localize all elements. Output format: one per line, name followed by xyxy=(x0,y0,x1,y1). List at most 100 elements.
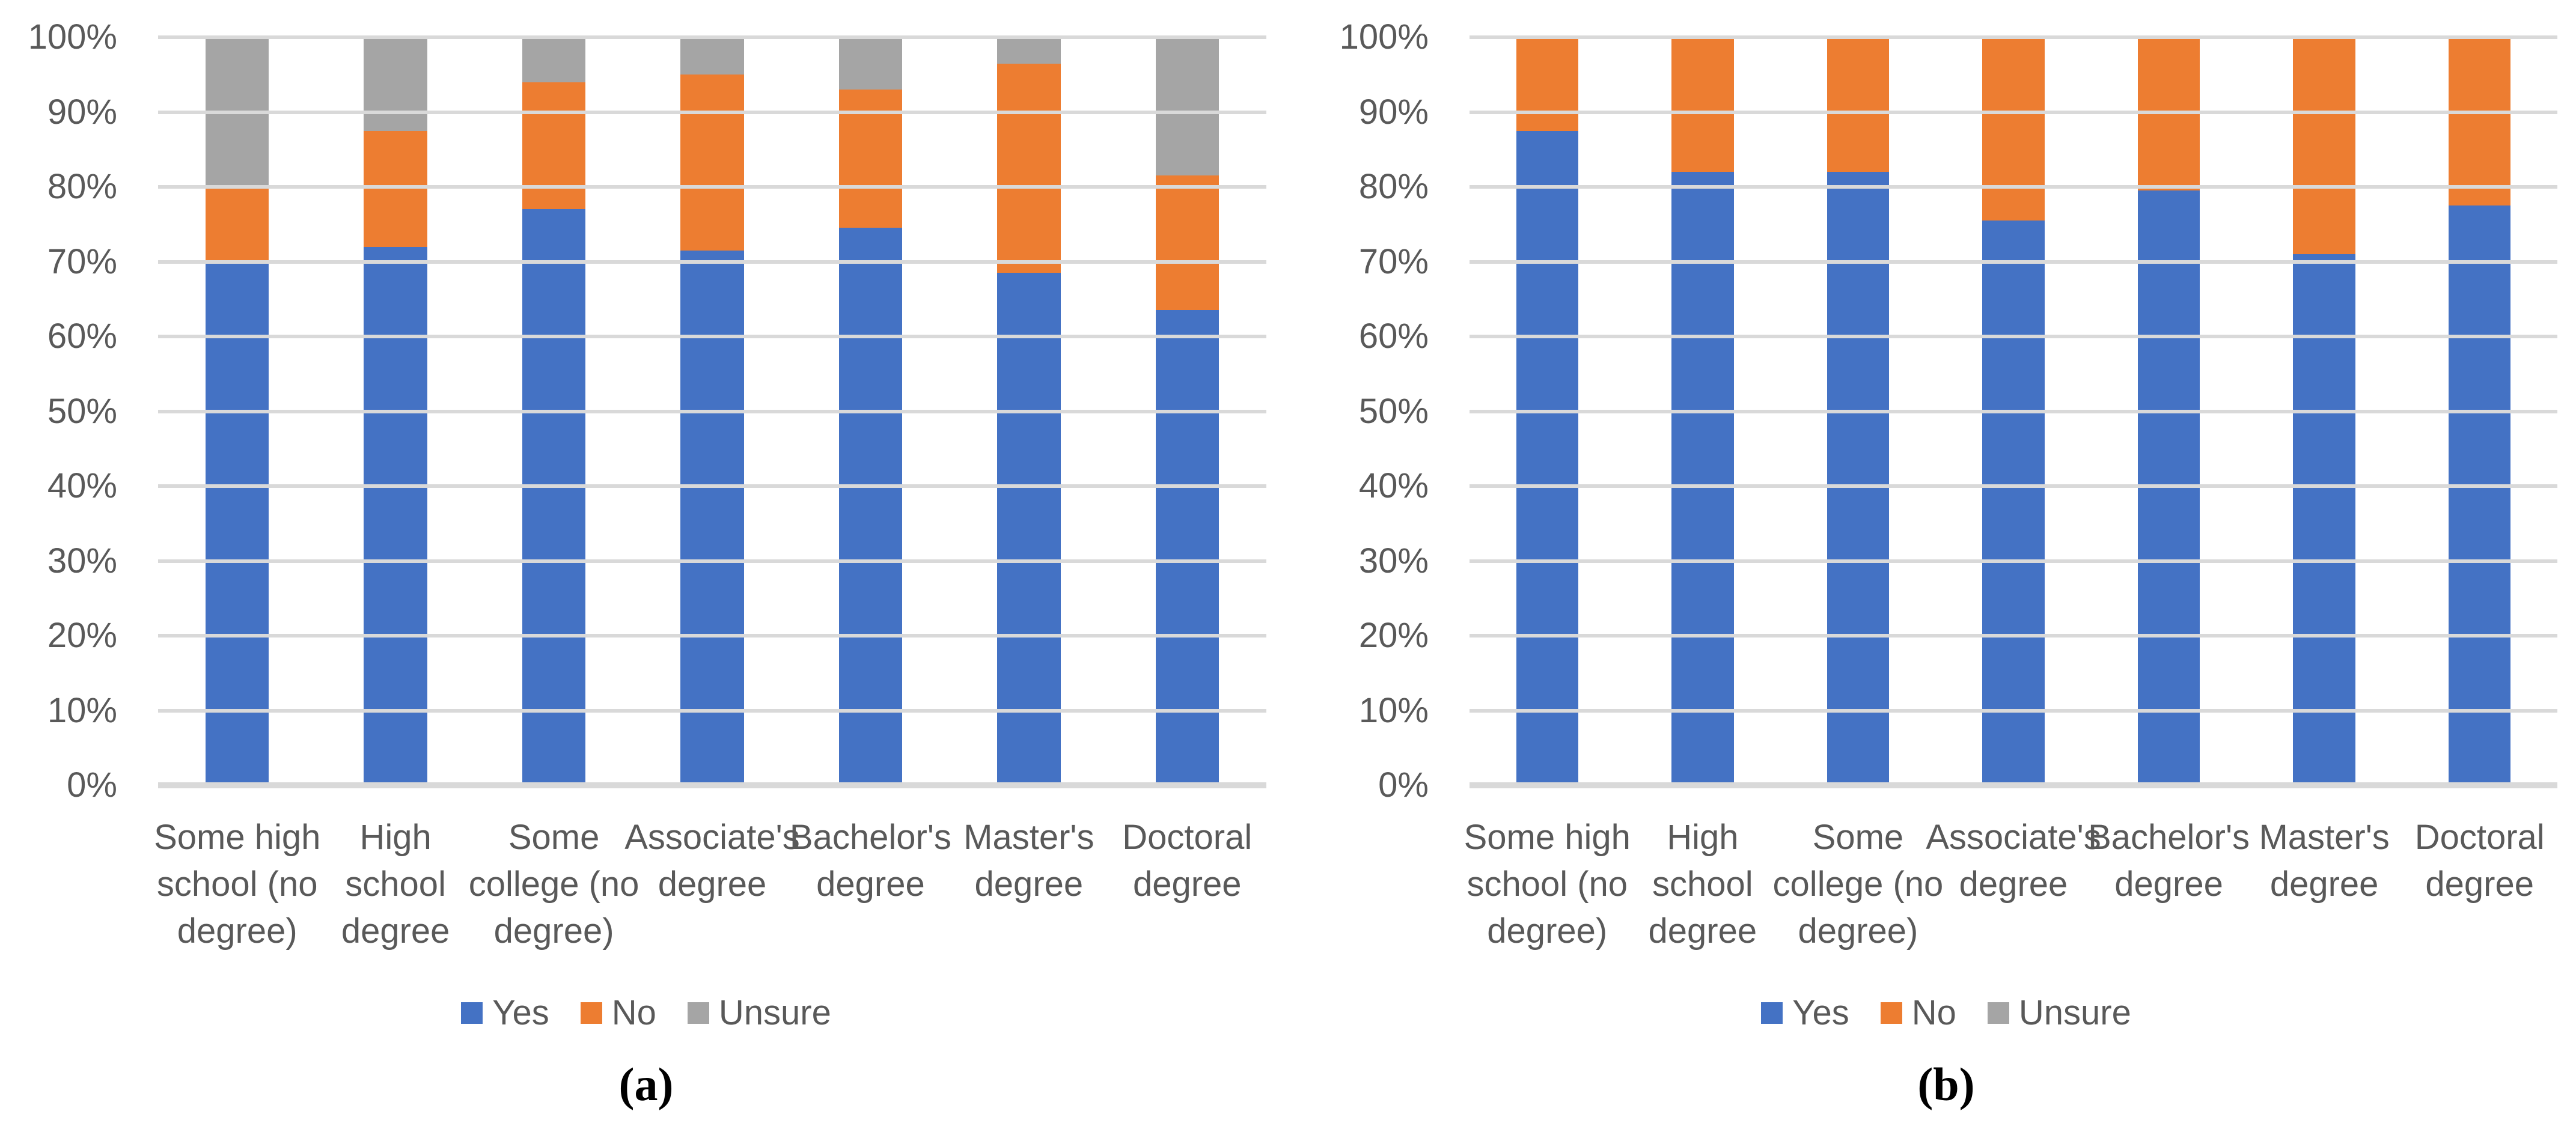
gridline xyxy=(1470,634,2557,638)
gridline xyxy=(1470,260,2557,264)
bar-segment-no xyxy=(1516,37,1578,131)
bar-segment-no xyxy=(1982,37,2045,221)
gridline xyxy=(158,559,1266,563)
gridline xyxy=(1470,35,2557,39)
legend-label: No xyxy=(611,993,656,1032)
gridline xyxy=(158,185,1266,189)
x-axis-line xyxy=(158,782,1266,788)
y-tick-label: 50% xyxy=(47,391,117,431)
legend-swatch-icon xyxy=(580,1002,602,1024)
gridline xyxy=(158,708,1266,713)
bar-segment-no xyxy=(206,187,269,262)
legend-swatch-icon xyxy=(1761,1002,1783,1024)
y-tick-label: 60% xyxy=(1358,317,1429,356)
x-axis-label: Some college (no degree) xyxy=(468,818,639,951)
y-tick-label: 90% xyxy=(1358,92,1429,132)
legend-swatch-icon xyxy=(687,1002,709,1024)
y-tick-label: 20% xyxy=(47,616,117,655)
x-axis-label: High school degree xyxy=(341,818,450,951)
x-axis-label: Master's degree xyxy=(963,818,1094,904)
bar-segment-yes xyxy=(1671,172,1734,785)
bar-segment-no xyxy=(364,130,427,247)
legend: Yes No Unsure xyxy=(1316,993,2576,1033)
y-tick-label: 100% xyxy=(28,17,117,56)
bar-segment-yes xyxy=(2293,254,2355,785)
gridline xyxy=(1470,110,2557,114)
gridline xyxy=(158,110,1266,114)
legend-item-no: No xyxy=(1880,993,1956,1033)
x-axis-label: Bachelor's degree xyxy=(789,818,951,904)
bar-segment-yes xyxy=(522,209,586,785)
gridline xyxy=(1470,484,2557,488)
gridline xyxy=(1470,185,2557,189)
bar-segment-no xyxy=(1827,37,1890,172)
bar-segment-yes xyxy=(364,246,427,785)
legend-item-unsure: Unsure xyxy=(1987,993,2131,1033)
legend-item-unsure: Unsure xyxy=(687,993,831,1033)
gridline xyxy=(158,335,1266,338)
bar-segment-yes xyxy=(838,228,903,785)
legend-swatch-icon xyxy=(1880,1002,1902,1024)
bar-segment-no xyxy=(522,82,586,210)
x-axis-label: Some high school (no degree) xyxy=(1463,818,1631,951)
x-axis-label: High school degree xyxy=(1648,818,1757,951)
gridline xyxy=(1470,708,2557,713)
x-axis-label: Bachelor's degree xyxy=(2088,818,2250,904)
bar-segment-unsure xyxy=(838,37,903,90)
gridline xyxy=(158,35,1266,39)
legend-label: Unsure xyxy=(2018,993,2131,1032)
y-tick-label: 40% xyxy=(1358,466,1429,505)
legend: Yes No Unsure xyxy=(0,993,1292,1033)
gridline xyxy=(1470,335,2557,338)
caption-a: (a) xyxy=(618,1058,674,1110)
bar-segment-yes xyxy=(680,250,744,785)
legend-label: Unsure xyxy=(718,993,831,1032)
bar-segment-yes xyxy=(1982,221,2045,785)
gridline xyxy=(158,409,1266,413)
bar-segment-no xyxy=(2449,37,2511,206)
y-tick-label: 0% xyxy=(1378,765,1429,805)
bar-segment-yes xyxy=(2449,205,2511,785)
y-tick-label: 20% xyxy=(1358,616,1429,655)
y-tick-label: 70% xyxy=(47,242,117,281)
y-tick-label: 60% xyxy=(47,317,117,356)
legend-label: Yes xyxy=(1792,993,1849,1032)
y-tick-label: 10% xyxy=(47,690,117,730)
x-axis-label: Doctoral degree xyxy=(2414,818,2545,904)
bar-segment-yes xyxy=(2137,190,2200,785)
y-tick-label: 80% xyxy=(1358,167,1429,206)
bar-segment-no xyxy=(680,75,744,251)
gridline xyxy=(158,260,1266,264)
gridline xyxy=(158,634,1266,638)
chart-panel-b: Yes No Unsure (b) 0% 10% 20% 30% 40% 50% 60% 70% 8… xyxy=(1316,0,2576,1129)
bar-segment-no xyxy=(997,63,1061,273)
legend-label: No xyxy=(1911,993,1956,1032)
bar-segment-unsure xyxy=(1155,37,1219,176)
y-tick-label: 30% xyxy=(1358,541,1429,580)
x-axis-label: Master's degree xyxy=(2259,818,2390,904)
bar-segment-unsure xyxy=(364,37,427,131)
legend-label: Yes xyxy=(492,993,549,1032)
x-axis-label: Doctoral degree xyxy=(1122,818,1253,904)
gridline xyxy=(1470,409,2557,413)
bar-segment-no xyxy=(1671,37,1734,172)
bar-segment-no xyxy=(2293,37,2355,255)
bar-segment-yes xyxy=(1827,172,1890,785)
x-axis-label: Associate's degree xyxy=(624,818,800,904)
bar-segment-yes xyxy=(1155,310,1219,785)
legend-item-yes: Yes xyxy=(461,993,549,1033)
y-tick-label: 10% xyxy=(1358,690,1429,730)
y-tick-label: 70% xyxy=(1358,242,1429,281)
y-tick-label: 40% xyxy=(47,466,117,505)
bar-segment-yes xyxy=(206,261,269,785)
x-axis-label: Some high school (no degree) xyxy=(154,818,321,951)
gridline xyxy=(1470,559,2557,563)
legend-item-no: No xyxy=(580,993,656,1033)
chart-panel-a: Yes No Unsure (a) 0% 10% 20% 30% 40% 50% 60% 70% 8… xyxy=(0,17,1292,1110)
bar-segment-unsure xyxy=(997,37,1061,64)
bar-segment-no xyxy=(1155,175,1219,311)
y-tick-label: 30% xyxy=(47,541,117,580)
legend-swatch-icon xyxy=(1987,1002,2009,1024)
bar-segment-unsure xyxy=(522,37,586,82)
